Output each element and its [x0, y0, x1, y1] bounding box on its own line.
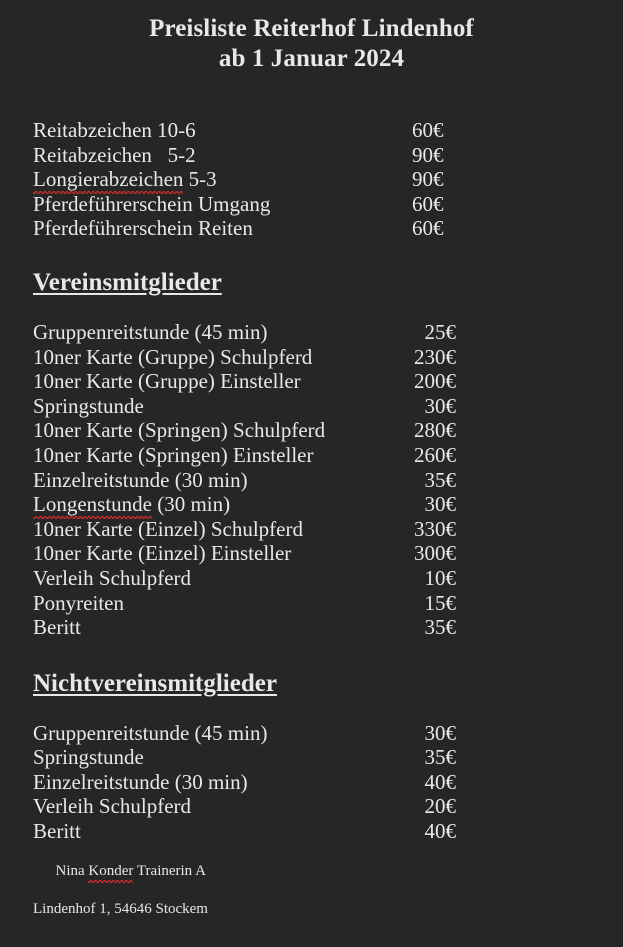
price-row-value: 200€	[414, 369, 456, 394]
price-row-label: Pferdeführerschein Umgang	[33, 191, 271, 216]
price-row-value: 30€	[424, 492, 457, 517]
price-row-value: 40€	[424, 819, 457, 844]
price-row-value: 90€	[412, 142, 444, 167]
price-row-value: 280€	[414, 418, 456, 443]
price-row-value: 230€	[414, 344, 456, 369]
spacer	[0, 699, 623, 721]
price-row-label: Verleih Schulpferd	[33, 794, 192, 819]
footer-line-contact: Nina Konder Trainerin A	[33, 843, 208, 900]
price-row-label: Gruppenreitstunde (45 min)	[33, 720, 268, 745]
title-line-1: Preisliste Reiterhof Lindenhof	[149, 15, 474, 42]
price-row-value: 90€	[412, 167, 444, 192]
price-row-label: Springstunde	[33, 745, 144, 770]
section-badges: Reitabzeichen 10-6 60€ Reitabzeichen 5-2 90…	[0, 118, 623, 241]
price-row-value: 60€	[412, 216, 444, 241]
price-row: 10ner Karte (Springen) Einsteller 260€	[0, 443, 623, 468]
price-row-value: 330€	[414, 516, 456, 541]
price-row-label: Longierabzeichen 5-3	[33, 167, 412, 194]
price-row-label: Reitabzeichen 5-2	[33, 142, 196, 167]
price-row: 10ner Karte (Einzel) Schulpferd 330€	[0, 517, 623, 542]
price-row-label: Reitabzeichen 10-6	[33, 118, 196, 142]
price-row: Pferdeführerschein Reiten 60€	[0, 216, 623, 241]
price-row: Longierabzeichen 5-3 90€	[0, 167, 623, 194]
price-row: Pferdeführerschein Umgang 60€	[0, 192, 623, 217]
misspelled-word: Longenstunde	[33, 492, 152, 519]
price-row: 10ner Karte (Springen) Schulpferd 280€	[0, 418, 623, 443]
price-row: 10ner Karte (Einzel) Einsteller 300€	[0, 541, 623, 566]
price-row-value: 60€	[412, 118, 444, 142]
price-row-value: 260€	[414, 442, 456, 467]
footer-role: Trainerin A	[133, 863, 206, 879]
spacer	[0, 298, 623, 320]
price-row: 10ner Karte (Gruppe) Schulpferd 230€	[0, 345, 623, 370]
spacer	[0, 241, 623, 268]
price-row-label-rest: (30 min)	[151, 492, 231, 517]
footer-surname-misspelled: Konder	[88, 863, 134, 883]
spacer	[0, 74, 623, 118]
price-row-value: 35€	[424, 745, 457, 770]
price-row: 10ner Karte (Gruppe) Einsteller 200€	[0, 369, 623, 394]
price-row: Verleih Schulpferd 10€	[0, 566, 623, 591]
section-members: Vereinsmitglieder Gruppenreitstunde (45 …	[0, 268, 623, 640]
price-row-label: 10ner Karte (Gruppe) Schulpferd	[33, 344, 313, 369]
price-row-label: Beritt	[33, 615, 81, 640]
price-row-value: 300€	[414, 541, 456, 566]
price-row-label: Pferdeführerschein Reiten	[33, 216, 253, 241]
spacer	[0, 640, 623, 669]
price-row: Gruppenreitstunde (45 min) 30€	[0, 721, 623, 746]
price-row: Einzelreitstunde (30 min) 35€	[0, 468, 623, 493]
price-row: Beritt 40€	[0, 819, 623, 844]
price-row-label: Longenstunde (30 min)	[33, 492, 376, 519]
price-rows-nonmembers: Gruppenreitstunde (45 min) 30€ Springstund…	[0, 721, 623, 844]
section-heading-members: Vereinsmitglieder	[33, 268, 222, 296]
price-row-value: 10€	[424, 565, 457, 590]
footer-name-prefix: Nina	[55, 863, 89, 879]
price-row: Reitabzeichen 5-2 90€	[0, 143, 623, 168]
price-row-value: 60€	[412, 191, 444, 216]
price-row: Springstunde 30€	[0, 394, 623, 419]
price-rows-badges: Reitabzeichen 10-6 60€ Reitabzeichen 5-2 90…	[0, 118, 623, 241]
title-line-2: ab 1 Januar 2024	[218, 45, 405, 72]
price-row-label: Beritt	[33, 819, 81, 844]
section-nonmembers: Nichtvereinsmitglieder Gruppenreitstunde…	[0, 669, 623, 844]
price-row: Ponyreiten 15€	[0, 591, 623, 616]
price-row-label: 10ner Karte (Gruppe) Einsteller	[33, 369, 301, 394]
price-row: Reitabzeichen 10-6 60€	[0, 118, 623, 143]
section-heading-nonmembers: Nichtvereinsmitglieder	[33, 669, 277, 697]
price-row-label: Springstunde	[33, 393, 144, 418]
price-row-label-rest: 5-3	[183, 167, 217, 192]
price-rows-members: Gruppenreitstunde (45 min) 25€ 10ner Karte…	[0, 320, 623, 640]
price-row-value: 15€	[424, 590, 457, 615]
price-row-label: Ponyreiten	[33, 590, 124, 615]
price-row-label: Einzelreitstunde (30 min)	[33, 769, 248, 794]
price-row: Longenstunde (30 min) 30€	[0, 492, 623, 519]
price-row: Verleih Schulpferd 20€	[0, 794, 623, 819]
price-row-label: Gruppenreitstunde (45 min)	[33, 319, 268, 344]
price-row-value: 30€	[424, 720, 457, 745]
price-row-value: 25€	[424, 319, 457, 344]
price-row-value: 40€	[424, 769, 457, 794]
price-row: Springstunde 35€	[0, 745, 623, 770]
price-row-value: 35€	[424, 615, 457, 640]
price-row: Einzelreitstunde (30 min) 40€	[0, 770, 623, 795]
price-row-label: Einzelreitstunde (30 min)	[33, 467, 248, 492]
price-row-value: 20€	[424, 794, 457, 819]
price-row-label: 10ner Karte (Einzel) Schulpferd	[33, 516, 303, 541]
document-footer: Nina Konder Trainerin A Lindenhof 1, 546…	[33, 843, 208, 919]
price-row-label: Verleih Schulpferd	[33, 565, 192, 590]
price-row-value: 30€	[424, 393, 457, 418]
misspelled-word: Longierabzeichen	[33, 167, 184, 194]
price-row-value: 35€	[424, 467, 457, 492]
page-title: Preisliste Reiterhof Lindenhof ab 1 Janu…	[0, 0, 623, 74]
price-row: Gruppenreitstunde (45 min) 25€	[0, 320, 623, 345]
price-row-label: 10ner Karte (Springen) Einsteller	[33, 442, 314, 467]
price-row-label: 10ner Karte (Einzel) Einsteller	[33, 541, 292, 566]
price-row: Beritt 35€	[0, 615, 623, 640]
price-row-label: 10ner Karte (Springen) Schulpferd	[33, 418, 326, 443]
footer-line-address: Lindenhof 1, 54646 Stockem	[33, 901, 208, 917]
